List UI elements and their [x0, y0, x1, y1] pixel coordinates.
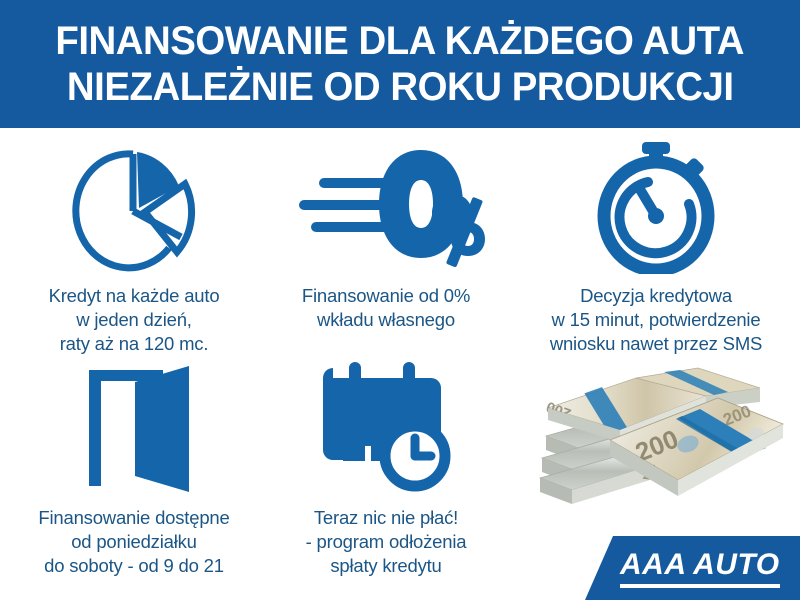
benefit-caption: Decyzja kredytowa w 15 minut, potwierdze… [549, 285, 763, 354]
banner-header: FINANSOWANIE DLA KAŻDEGO AUTA NIEZALEŻNI… [0, 0, 800, 128]
zero-percent-icon [281, 138, 491, 274]
headline-line-2: NIEZALEŻNIE OD ROKU PRODUKCJI [66, 65, 734, 109]
stopwatch-icon [586, 138, 726, 274]
calendar-clock-icon [311, 360, 461, 496]
benefit-item-opening-hours: Finansowanie dostępne od poniedziałku do… [0, 360, 268, 578]
benefit-caption: Finansowanie dostępne od poniedziałku do… [38, 507, 230, 576]
banknote-stacks-photo: 200 200 200 [528, 362, 793, 512]
aaa-auto-logo[interactable]: AAA AUTO [575, 536, 800, 600]
benefit-caption: Kredyt na każde auto w jeden dzień, raty… [48, 285, 220, 354]
open-door-icon [59, 360, 209, 496]
benefit-item-credit-any-car: Kredyt na każde auto w jeden dzień, raty… [0, 138, 268, 356]
aaa-auto-logo-text: AAA AUTO [620, 548, 780, 581]
benefit-item-fast-decision: Decyzja kredytowa w 15 minut, potwierdze… [512, 138, 800, 356]
benefit-caption: Teraz nic nie płać! - program odłożenia … [305, 507, 467, 576]
benefit-item-zero-percent: Finansowanie od 0% wkładu własnego [258, 138, 514, 332]
benefit-item-deferred-payment: Teraz nic nie płać! - program odłożenia … [258, 360, 514, 578]
aaa-auto-logo-underline [620, 584, 780, 588]
benefit-caption: Finansowanie od 0% wkładu własnego [301, 285, 471, 330]
pie-chart-icon [59, 138, 209, 274]
headline-line-1: FINANSOWANIE DLA KAŻDEGO AUTA [55, 19, 745, 63]
benefits-grid: Kredyt na każde auto w jeden dzień, raty… [0, 128, 800, 600]
